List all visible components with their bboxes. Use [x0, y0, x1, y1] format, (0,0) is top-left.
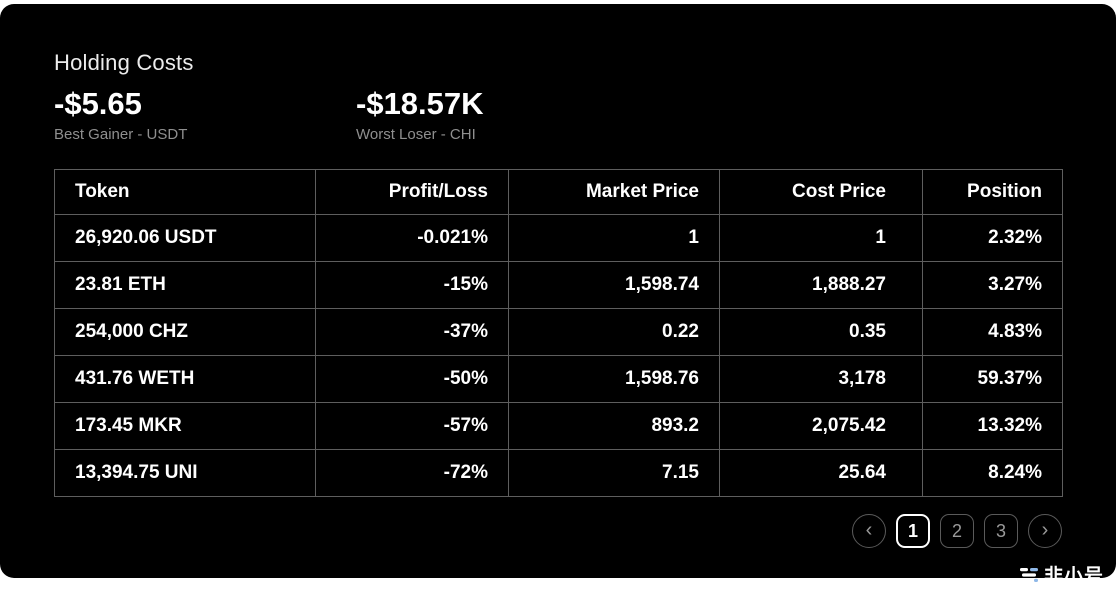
cell-profit-loss: -72% [315, 448, 509, 497]
cell-token: 254,000 CHZ [54, 307, 316, 356]
holdings-table: Token Profit/Loss Market Price Cost Pric… [54, 168, 1063, 497]
cell-profit-loss: -50% [315, 354, 509, 403]
pagination-page-1[interactable]: 1 [896, 513, 930, 548]
pagination-page-2[interactable]: 2 [940, 513, 974, 548]
cell-position: 59.37% [922, 354, 1063, 403]
stat-worst-loser-value: -$18.57K [356, 86, 484, 121]
cell-token: 13,394.75 UNI [54, 448, 316, 497]
cell-cost-price: 1,888.27 [719, 260, 923, 309]
stat-worst-loser: -$18.57K Worst Loser - CHI [356, 86, 658, 143]
table-row: 26,920.06 USDT -0.021% 1 1 2.32% [54, 213, 1063, 262]
feixiaohao-logo-icon [1019, 565, 1039, 585]
cell-market-price: 1 [508, 213, 720, 262]
card-title: Holding Costs [54, 50, 194, 75]
cell-position: 8.24% [922, 448, 1063, 497]
cell-cost-price: 2,075.42 [719, 401, 923, 450]
cell-token: 173.45 MKR [54, 401, 316, 450]
stat-best-gainer-label: Best Gainer - USDT [54, 125, 188, 143]
column-header-cost-price: Cost Price [719, 168, 923, 215]
stat-best-gainer: -$5.65 Best Gainer - USDT [54, 86, 356, 143]
table-row: 431.76 WETH -50% 1,598.76 3,178 59.37% [54, 354, 1063, 403]
cell-token: 26,920.06 USDT [54, 213, 316, 262]
stat-worst-loser-label: Worst Loser - CHI [356, 125, 476, 143]
cell-token: 431.76 WETH [54, 354, 316, 403]
cell-market-price: 7.15 [508, 448, 720, 497]
cell-cost-price: 3,178 [719, 354, 923, 403]
column-header-market-price: Market Price [508, 168, 720, 215]
cell-profit-loss: -0.021% [315, 213, 509, 262]
cell-cost-price: 1 [719, 213, 923, 262]
pagination-next-button[interactable]: › [1028, 513, 1062, 548]
cell-position: 13.32% [922, 401, 1063, 450]
cell-market-price: 0.22 [508, 307, 720, 356]
watermark: 非小号 [1019, 561, 1104, 588]
watermark-text: 非小号 [1043, 566, 1104, 587]
cell-position: 4.83% [922, 307, 1063, 356]
stats-row: -$5.65 Best Gainer - USDT -$18.57K Worst… [54, 86, 1062, 143]
stat-best-gainer-value: -$5.65 [54, 86, 142, 121]
cell-profit-loss: -37% [315, 307, 509, 356]
table-row: 13,394.75 UNI -72% 7.15 25.64 8.24% [54, 448, 1063, 497]
holding-costs-card: Holding Costs -$5.65 Best Gainer - USDT … [0, 4, 1116, 578]
table-header-row: Token Profit/Loss Market Price Cost Pric… [54, 168, 1063, 215]
pagination-prev-button[interactable]: ‹ [852, 513, 886, 548]
cell-cost-price: 0.35 [719, 307, 923, 356]
table-row: 23.81 ETH -15% 1,598.74 1,888.27 3.27% [54, 260, 1063, 309]
table-row: 173.45 MKR -57% 893.2 2,075.42 13.32% [54, 401, 1063, 450]
cell-cost-price: 25.64 [719, 448, 923, 497]
cell-profit-loss: -15% [315, 260, 509, 309]
column-header-profit-loss: Profit/Loss [315, 168, 509, 215]
table-row: 254,000 CHZ -37% 0.22 0.35 4.83% [54, 307, 1063, 356]
cell-market-price: 1,598.74 [508, 260, 720, 309]
cell-market-price: 1,598.76 [508, 354, 720, 403]
cell-position: 2.32% [922, 213, 1063, 262]
cell-token: 23.81 ETH [54, 260, 316, 309]
pagination-page-3[interactable]: 3 [984, 513, 1018, 548]
column-header-position: Position [922, 168, 1063, 215]
cell-market-price: 893.2 [508, 401, 720, 450]
column-header-token: Token [54, 168, 316, 215]
cell-profit-loss: -57% [315, 401, 509, 450]
cell-position: 3.27% [922, 260, 1063, 309]
pagination: ‹ 1 2 3 › [54, 513, 1062, 548]
